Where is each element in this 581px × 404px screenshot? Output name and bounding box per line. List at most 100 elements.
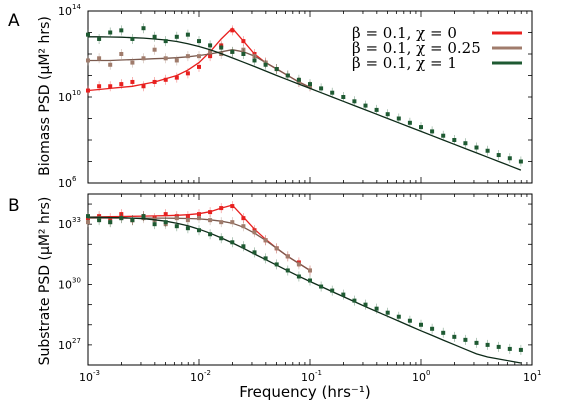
data-point xyxy=(485,148,490,153)
data-point xyxy=(86,88,90,93)
x-axis-label: Frequency (hrs⁻¹) xyxy=(239,383,370,401)
data-point xyxy=(197,39,201,44)
data-point xyxy=(86,58,90,63)
data-point xyxy=(518,159,523,164)
data-point xyxy=(330,288,335,293)
data-point xyxy=(197,216,201,221)
data-point xyxy=(130,79,135,84)
panel-b-plot: 1027 1030 1033 xyxy=(58,193,533,366)
data-point xyxy=(141,26,146,31)
data-point xyxy=(230,220,235,225)
legend-label: β = 0.1, χ = 0 xyxy=(352,24,457,42)
data-point xyxy=(296,77,301,82)
data-point xyxy=(274,262,279,267)
data-point xyxy=(319,284,324,289)
data-point xyxy=(208,49,213,54)
data-point xyxy=(219,206,224,211)
x-tick-label: 10-3 xyxy=(79,369,100,384)
data-point xyxy=(241,244,246,249)
data-point xyxy=(252,230,257,235)
data-point xyxy=(141,56,146,61)
x-tick-label: 10-2 xyxy=(190,369,211,384)
data-point xyxy=(430,326,435,331)
data-point xyxy=(185,54,190,59)
data-point xyxy=(185,218,190,223)
data-point xyxy=(263,238,268,243)
data-point xyxy=(230,28,235,33)
data-point xyxy=(197,54,201,59)
data-point xyxy=(185,32,190,37)
data-point xyxy=(86,214,90,219)
data-point xyxy=(108,220,113,225)
panel-letter-a: A xyxy=(8,11,20,31)
data-point xyxy=(97,84,102,89)
legend-label: β = 0.1, χ = 1 xyxy=(352,54,457,72)
panel-letter-b: B xyxy=(8,196,20,216)
data-point xyxy=(319,86,324,91)
data-point xyxy=(263,62,268,67)
data-point xyxy=(441,330,446,335)
data-point xyxy=(86,32,90,37)
data-point xyxy=(119,28,124,33)
data-point xyxy=(485,342,490,347)
data-point xyxy=(174,216,179,221)
data-point xyxy=(374,107,379,112)
data-point xyxy=(163,77,168,82)
data-point xyxy=(341,95,346,99)
data-point xyxy=(252,58,257,63)
data-point xyxy=(152,79,157,84)
data-point xyxy=(163,220,168,225)
data-point xyxy=(97,56,102,61)
data-point xyxy=(518,347,523,352)
data-point xyxy=(119,82,124,87)
y-tick-label: 1010 xyxy=(58,89,81,104)
data-point xyxy=(363,103,368,108)
x-tick-label: 100 xyxy=(412,369,430,384)
panel-a-ylabel: Biomass PSD (μM² hrs) xyxy=(37,16,53,176)
data-point xyxy=(274,246,279,251)
data-point xyxy=(108,30,113,35)
fit-line-2 xyxy=(87,216,522,364)
data-point xyxy=(208,232,213,237)
data-point xyxy=(163,39,168,44)
data-point xyxy=(285,73,290,78)
data-point xyxy=(130,60,135,65)
data-point xyxy=(385,112,390,117)
data-point xyxy=(274,67,279,72)
data-point xyxy=(163,212,168,217)
data-point xyxy=(430,129,435,134)
data-point xyxy=(441,133,446,138)
data-point xyxy=(341,292,346,297)
data-point xyxy=(141,84,146,89)
data-point xyxy=(119,216,124,221)
y-tick-label: 1030 xyxy=(58,277,81,292)
y-tick-label: 1033 xyxy=(58,216,81,231)
data-point xyxy=(219,220,224,225)
data-point xyxy=(252,250,257,255)
data-point xyxy=(407,120,412,125)
data-point xyxy=(330,90,335,95)
legend-label: β = 0.1, χ = 0.25 xyxy=(352,39,481,57)
data-point xyxy=(396,314,401,319)
data-point xyxy=(352,99,357,104)
data-point xyxy=(507,156,512,161)
data-point xyxy=(374,306,379,311)
data-point xyxy=(230,240,235,245)
data-point xyxy=(152,47,157,52)
data-point xyxy=(119,52,124,56)
data-point xyxy=(152,222,157,227)
data-point xyxy=(108,62,113,67)
data-point xyxy=(219,236,224,241)
data-point xyxy=(452,138,457,142)
data-point xyxy=(296,262,301,267)
data-point xyxy=(496,344,501,349)
data-point xyxy=(308,278,312,283)
data-point xyxy=(474,145,479,150)
data-point xyxy=(263,256,268,261)
data-point xyxy=(419,322,423,327)
data-point xyxy=(130,36,135,41)
panel-a-plot: 106 1010 1014 xyxy=(58,3,533,190)
data-point xyxy=(463,141,468,146)
data-point xyxy=(130,218,135,223)
